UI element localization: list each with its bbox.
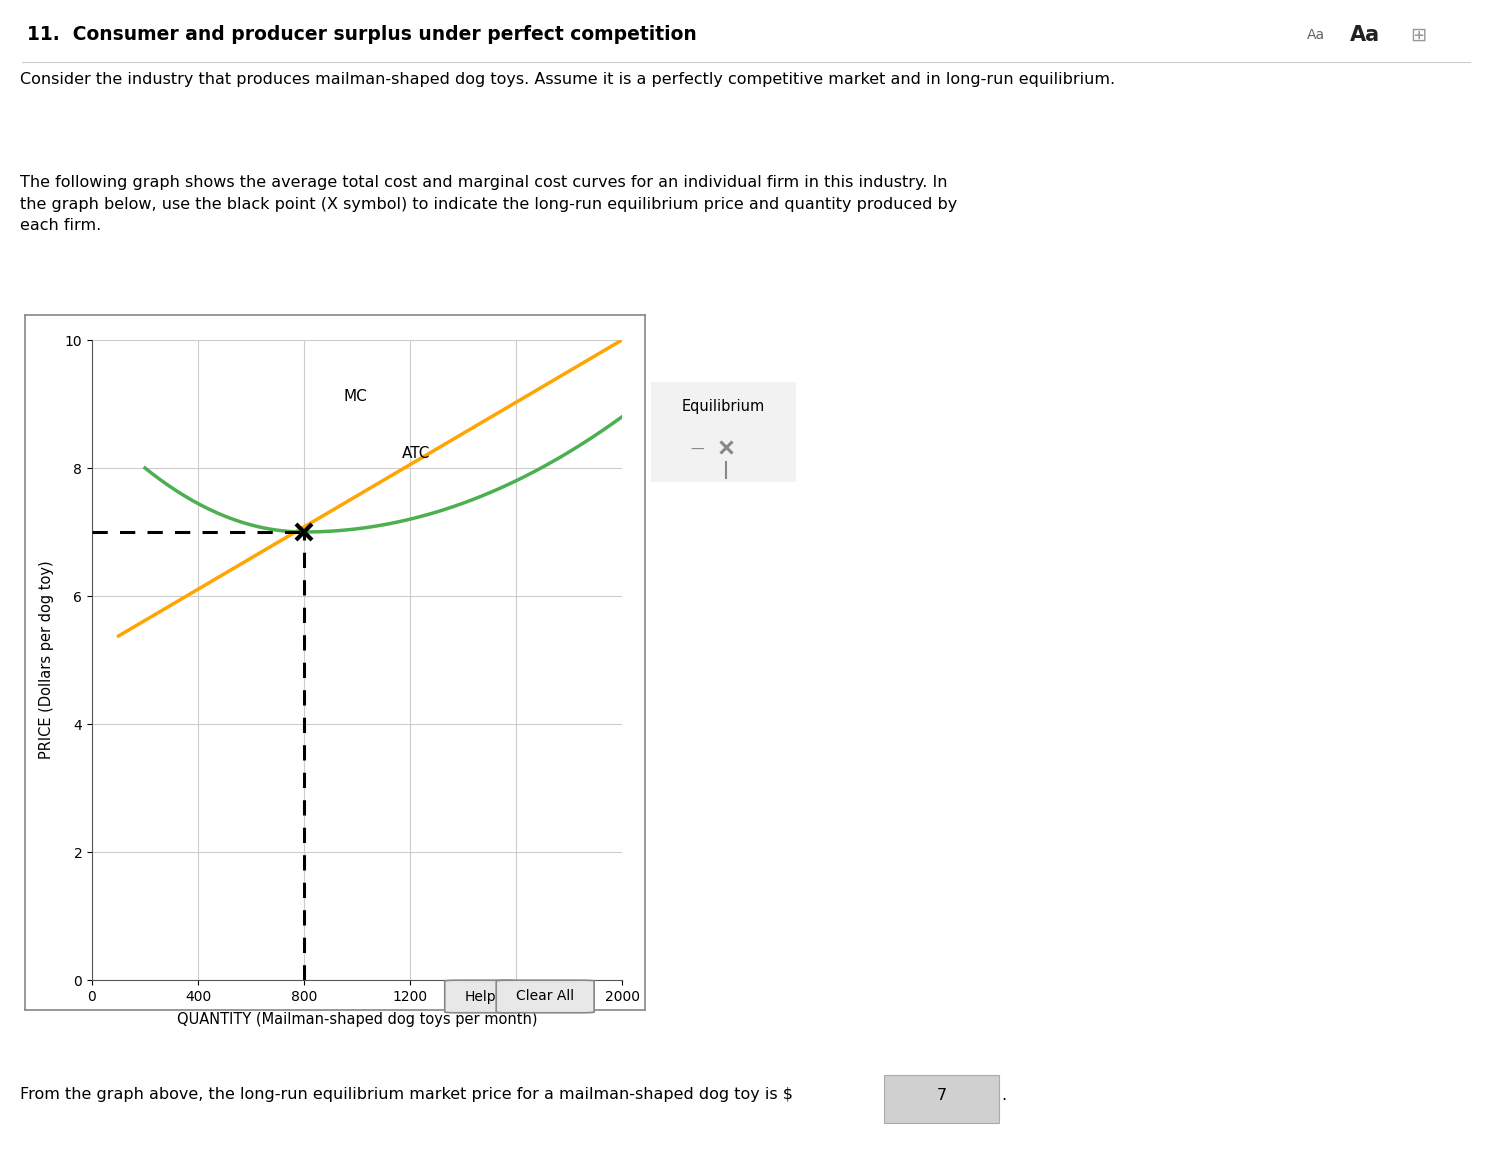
FancyBboxPatch shape — [497, 980, 594, 1013]
Text: Help: Help — [466, 989, 497, 1003]
Text: From the graph above, the long-run equilibrium market price for a mailman-shaped: From the graph above, the long-run equil… — [19, 1087, 794, 1102]
Text: MC: MC — [343, 389, 367, 404]
Text: Consider the industry that produces mailman-shaped dog toys. Assume it is a perf: Consider the industry that produces mail… — [19, 72, 1115, 87]
Text: 11.  Consumer and producer surplus under perfect competition: 11. Consumer and producer surplus under … — [27, 26, 697, 44]
Text: Aa: Aa — [1350, 24, 1380, 44]
Text: The following graph shows the average total cost and marginal cost curves for an: The following graph shows the average to… — [19, 175, 958, 233]
Y-axis label: PRICE (Dollars per dog toy): PRICE (Dollars per dog toy) — [39, 561, 54, 759]
Text: .: . — [1001, 1087, 1006, 1102]
Text: Clear All: Clear All — [516, 989, 574, 1003]
FancyBboxPatch shape — [646, 381, 800, 483]
Text: ATC: ATC — [401, 447, 430, 461]
Text: —: — — [691, 443, 704, 457]
Text: Equilibrium: Equilibrium — [682, 399, 765, 414]
Text: ⊞: ⊞ — [1410, 26, 1426, 44]
FancyBboxPatch shape — [883, 1074, 1000, 1122]
X-axis label: QUANTITY (Mailman-shaped dog toys per month): QUANTITY (Mailman-shaped dog toys per mo… — [176, 1012, 537, 1027]
Text: 7: 7 — [937, 1087, 947, 1102]
Text: Aa: Aa — [1307, 28, 1325, 42]
FancyBboxPatch shape — [445, 980, 516, 1013]
